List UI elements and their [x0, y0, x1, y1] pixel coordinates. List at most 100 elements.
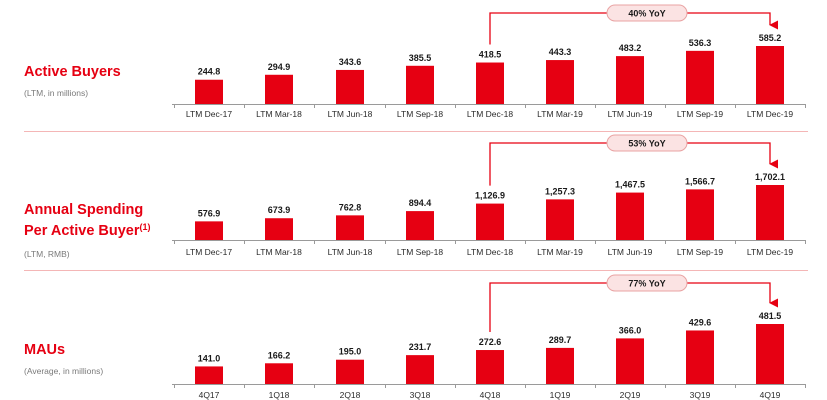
chart1-category-label-6: LTM Mar-19: [537, 109, 583, 119]
chart1-value-label-6: 443.3: [549, 47, 572, 57]
chart3-value-label-9: 481.5: [759, 311, 782, 321]
chart2-value-label-8: 1,566.7: [685, 176, 715, 186]
chart1-category-label-5: LTM Dec-18: [467, 109, 513, 119]
spending-footnote-marker: (1): [139, 222, 151, 232]
chart3-bar-3: [336, 359, 364, 384]
chart1-value-label-5: 418.5: [479, 50, 502, 60]
chart3-bar-1: [195, 366, 223, 384]
chart3-category-label-2: 1Q18: [269, 390, 290, 400]
chart3-value-label-3: 195.0: [339, 347, 362, 357]
chart3-value-label-2: 166.2: [268, 350, 291, 360]
chart3-bar-9: [756, 324, 784, 384]
chart3-bar-8: [686, 330, 714, 384]
chart1-value-label-3: 343.6: [339, 57, 362, 67]
chart1-category-label-8: LTM Sep-19: [677, 109, 723, 119]
chart1-bar-9: [756, 46, 784, 104]
chart2-category-label-7: LTM Jun-19: [608, 247, 653, 257]
chart1-bar-7: [616, 56, 644, 104]
active-buyers-subtitle: (LTM, in millions): [24, 88, 89, 98]
chart3-value-label-7: 366.0: [619, 325, 642, 335]
chart3-bar-5: [476, 350, 504, 384]
chart2-value-label-2: 673.9: [268, 205, 291, 215]
chart1-value-label-8: 536.3: [689, 38, 712, 48]
spending-title-line2: Per Active Buyer(1): [24, 219, 151, 240]
chart1-bar-6: [546, 60, 574, 104]
chart2-yoy-badge: [606, 134, 688, 152]
chart2-bar-9: [756, 185, 784, 240]
chart2-bar-2: [265, 218, 293, 240]
chart1-bar-4: [406, 65, 434, 104]
chart2-category-label-4: LTM Sep-18: [397, 247, 443, 257]
chart2-bar-8: [686, 189, 714, 240]
chart3-value-label-8: 429.6: [689, 317, 712, 327]
chart2-value-label-5: 1,126.9: [475, 191, 505, 201]
chart3-category-label-6: 1Q19: [550, 390, 571, 400]
chart2-category-label-9: LTM Dec-19: [747, 247, 793, 257]
chart2-bar-4: [406, 211, 434, 240]
chart2-value-label-9: 1,702.1: [755, 172, 785, 182]
chart1-value-label-9: 585.2: [759, 33, 782, 43]
chart2-category-label-2: LTM Mar-18: [256, 247, 302, 257]
chart2-category-label-8: LTM Sep-19: [677, 247, 723, 257]
chart1-value-label-1: 244.8: [198, 67, 221, 77]
chart3-category-label-9: 4Q19: [760, 390, 781, 400]
chart3-bar-2: [265, 363, 293, 384]
chart2-value-label-4: 894.4: [409, 198, 432, 208]
chart3-yoy-label: 77% YoY: [628, 279, 665, 289]
chart1-category-label-9: LTM Dec-19: [747, 109, 793, 119]
chart2-yoy-label: 53% YoY: [628, 139, 665, 149]
chart3-category-label-3: 2Q18: [340, 390, 361, 400]
chart3-category-label-1: 4Q17: [199, 390, 220, 400]
active-buyers-title-text: Active Buyers: [24, 64, 121, 80]
chart1-category-label-2: LTM Mar-18: [256, 109, 302, 119]
chart1-category-label-3: LTM Jun-18: [328, 109, 373, 119]
spending-title-line2-text: Per Active Buyer: [24, 223, 140, 239]
chart3-value-label-6: 289.7: [549, 335, 572, 345]
chart3-category-label-8: 3Q19: [690, 390, 711, 400]
chart2-category-label-1: LTM Dec-17: [186, 247, 232, 257]
chart1-yoy-badge: [606, 4, 688, 22]
chart2-category-label-5: LTM Dec-18: [467, 247, 513, 257]
chart1-bar-8: [686, 50, 714, 104]
chart3-value-label-5: 272.6: [479, 337, 502, 347]
chart2-bar-3: [336, 215, 364, 240]
chart2-bar-1: [195, 221, 223, 240]
chart2-value-label-1: 576.9: [198, 208, 221, 218]
chart2-value-label-3: 762.8: [339, 202, 362, 212]
chart3-bar-4: [406, 355, 434, 384]
chart3-bar-7: [616, 338, 644, 384]
chart1-category-label-7: LTM Jun-19: [608, 109, 653, 119]
chart1-category-label-1: LTM Dec-17: [186, 109, 232, 119]
chart2-value-label-7: 1,467.5: [615, 180, 645, 190]
chart3-bar-6: [546, 347, 574, 384]
chart3-value-label-1: 141.0: [198, 353, 221, 363]
chart1-value-label-4: 385.5: [409, 53, 432, 63]
maus-subtitle: (Average, in millions): [24, 366, 104, 376]
chart1-bar-3: [336, 69, 364, 104]
chart2-bar-7: [616, 192, 644, 240]
maus-title-text: MAUs: [24, 342, 66, 358]
chart3-category-label-4: 3Q18: [410, 390, 431, 400]
chart1-bar-2: [265, 74, 293, 104]
chart1-value-label-7: 483.2: [619, 43, 642, 53]
chart2-bar-5: [476, 203, 504, 240]
chart1-bar-1: [195, 79, 223, 104]
chart1-category-label-4: LTM Sep-18: [397, 109, 443, 119]
chart3-category-label-7: 2Q19: [620, 390, 641, 400]
chart2-category-label-6: LTM Mar-19: [537, 247, 583, 257]
chart3-value-label-4: 231.7: [409, 342, 432, 352]
chart3-category-label-5: 4Q18: [480, 390, 501, 400]
active-buyers-title: Active Buyers: [24, 64, 121, 81]
chart1-bar-5: [476, 62, 504, 104]
chart2-category-label-3: LTM Jun-18: [328, 247, 373, 257]
chart2-value-label-6: 1,257.3: [545, 186, 575, 196]
chart1-yoy-label: 40% YoY: [628, 9, 665, 19]
spending-subtitle: (LTM, RMB): [24, 249, 70, 259]
chart3-yoy-badge: [606, 274, 688, 292]
chart2-bar-6: [546, 199, 574, 240]
spending-title-line1: Annual Spending: [24, 202, 144, 218]
maus-title: MAUs: [24, 342, 65, 359]
chart1-value-label-2: 294.9: [268, 62, 291, 72]
